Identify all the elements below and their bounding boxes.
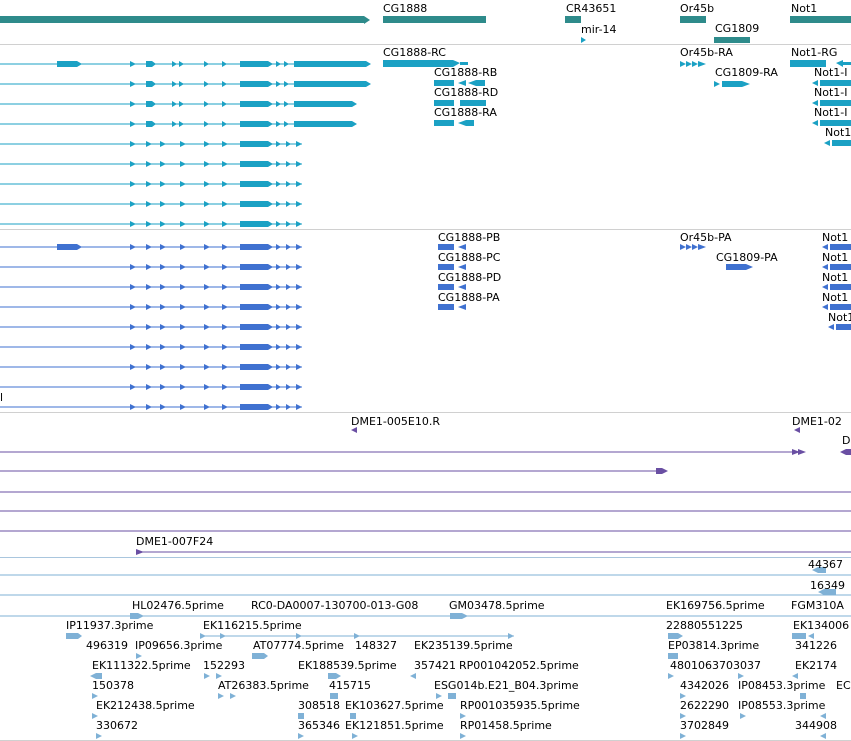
est-label[interactable]: EK235139.5prime: [414, 639, 513, 652]
est-label[interactable]: RP001035935.5prime: [460, 699, 580, 712]
protein-label[interactable]: Or45b-PA: [680, 231, 732, 244]
est-label[interactable]: EK212438.5prime: [96, 699, 195, 712]
protein-label[interactable]: Not1: [822, 291, 849, 304]
est-label[interactable]: 357421: [414, 659, 456, 672]
cdna-label[interactable]: DME1-02: [792, 415, 842, 428]
est-label[interactable]: FGM310A: [791, 599, 844, 612]
est-label[interactable]: RP001042052.5prime: [459, 659, 579, 672]
gene-bar[interactable]: [565, 16, 581, 23]
est-alignments: [0, 567, 851, 739]
transcript-label[interactable]: Or45b-RA: [680, 46, 733, 59]
est-label[interactable]: 148327: [355, 639, 397, 652]
est-label[interactable]: IP09656.3prime: [135, 639, 223, 652]
protein-label[interactable]: Not1: [822, 251, 849, 264]
est-label[interactable]: EK188539.5prime: [298, 659, 397, 672]
transcript-label[interactable]: Not1-I: [814, 86, 848, 99]
gene-bar[interactable]: [383, 16, 486, 23]
est-label[interactable]: AT26383.5prime: [218, 679, 309, 692]
gene-label[interactable]: CG1888: [383, 2, 428, 15]
strand-arrow-icon: [364, 16, 370, 24]
transcript-label[interactable]: Not1-I: [814, 66, 848, 79]
cdna-alignments: [0, 427, 851, 555]
gene-label[interactable]: Or45b: [680, 2, 715, 15]
cdna-label[interactable]: DME1-007F24: [136, 535, 214, 548]
protein-label[interactable]: CG1888-PD: [438, 271, 502, 284]
track-separator: [0, 44, 851, 45]
est-label[interactable]: 496319: [86, 639, 128, 652]
cdna-label[interactable]: DME1-005E10.R: [351, 415, 440, 428]
est-label[interactable]: 22880551225: [666, 619, 743, 632]
est-label[interactable]: IP08453.3prime: [738, 679, 826, 692]
est-label[interactable]: 4801063703037: [670, 659, 761, 672]
est-label[interactable]: 44367: [808, 558, 843, 571]
est-label[interactable]: GM03478.5prime: [449, 599, 545, 612]
est-label[interactable]: 344908: [795, 719, 837, 732]
track-separator: [0, 229, 851, 230]
transcript-label[interactable]: CG1888-RB: [434, 66, 498, 79]
protein-label[interactable]: l: [0, 391, 4, 404]
est-label[interactable]: 2622290: [680, 699, 729, 712]
est-label[interactable]: EK134006: [793, 619, 850, 632]
gene-label[interactable]: CR43651: [566, 2, 617, 15]
gene-bar[interactable]: [790, 16, 851, 23]
est-label[interactable]: EK169756.5prime: [666, 599, 765, 612]
est-label[interactable]: 415715: [329, 679, 371, 692]
transcript-label[interactable]: Not1: [825, 126, 851, 139]
protein-label[interactable]: CG1888-PC: [438, 251, 501, 264]
transcript-label[interactable]: Not1-I: [814, 106, 848, 119]
est-label[interactable]: IP11937.3prime: [66, 619, 154, 632]
est-label[interactable]: RP01458.5prime: [460, 719, 552, 732]
est-label[interactable]: EK111322.5prime: [92, 659, 191, 672]
est-label[interactable]: EC: [836, 679, 851, 692]
protein-label[interactable]: Not1: [828, 311, 851, 324]
est-label[interactable]: 16349: [810, 579, 845, 592]
est-label[interactable]: EK2174: [795, 659, 838, 672]
transcript-label[interactable]: CG1888-RC: [383, 46, 446, 59]
gene-label[interactable]: Not1: [791, 2, 818, 15]
est-label[interactable]: 341226: [795, 639, 837, 652]
est-label[interactable]: AT07774.5prime: [253, 639, 344, 652]
cdna-label[interactable]: D: [842, 434, 851, 447]
est-label[interactable]: 308518: [298, 699, 340, 712]
est-label[interactable]: IP08553.3prime: [738, 699, 826, 712]
protein-label[interactable]: Not1: [822, 231, 849, 244]
est-label[interactable]: EP03814.3prime: [668, 639, 760, 652]
est-label[interactable]: ESG014b.E21_B04.3prime: [434, 679, 579, 692]
est-label[interactable]: RC0-DA0007-130700-013-G08: [251, 599, 419, 612]
gene-bar[interactable]: [0, 16, 364, 23]
gene-label[interactable]: CG1809: [715, 22, 760, 35]
est-label[interactable]: 150378: [92, 679, 134, 692]
est-label[interactable]: EK121851.5prime: [345, 719, 444, 732]
protein-models: [0, 244, 851, 410]
gene-bar[interactable]: [714, 37, 750, 43]
est-label[interactable]: 365346: [298, 719, 340, 732]
est-label[interactable]: HL02476.5prime: [132, 599, 224, 612]
est-label[interactable]: 3702849: [680, 719, 729, 732]
est-label[interactable]: 330672: [96, 719, 138, 732]
protein-label[interactable]: CG1809-PA: [716, 251, 778, 264]
transcript-label[interactable]: CG1888-RA: [434, 106, 497, 119]
transcript-models: [0, 60, 851, 227]
transcript-label[interactable]: Not1-RG: [791, 46, 838, 59]
protein-label[interactable]: Not1: [822, 271, 849, 284]
strand-arrow-icon: [581, 37, 586, 43]
est-label[interactable]: EK116215.5prime: [203, 619, 302, 632]
protein-label[interactable]: CG1888-PB: [438, 231, 501, 244]
protein-label[interactable]: CG1888-PA: [438, 291, 500, 304]
transcript-label[interactable]: CG1809-RA: [715, 66, 778, 79]
track-separator: [0, 557, 851, 558]
gene-label[interactable]: mir-14: [581, 23, 617, 36]
est-label[interactable]: EK103627.5prime: [345, 699, 444, 712]
est-label[interactable]: 152293: [203, 659, 245, 672]
track-separator: [0, 412, 851, 413]
gene-bar[interactable]: [680, 16, 706, 23]
est-label[interactable]: 4342026: [680, 679, 729, 692]
transcript-label[interactable]: CG1888-RD: [434, 86, 499, 99]
